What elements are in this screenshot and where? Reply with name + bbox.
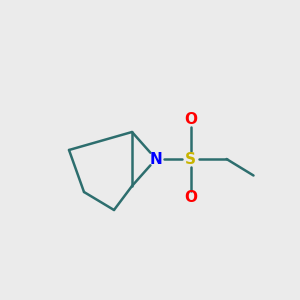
Text: S: S [185, 152, 196, 166]
Text: N: N [150, 152, 162, 166]
Text: O: O [184, 112, 197, 128]
Text: O: O [184, 190, 197, 206]
